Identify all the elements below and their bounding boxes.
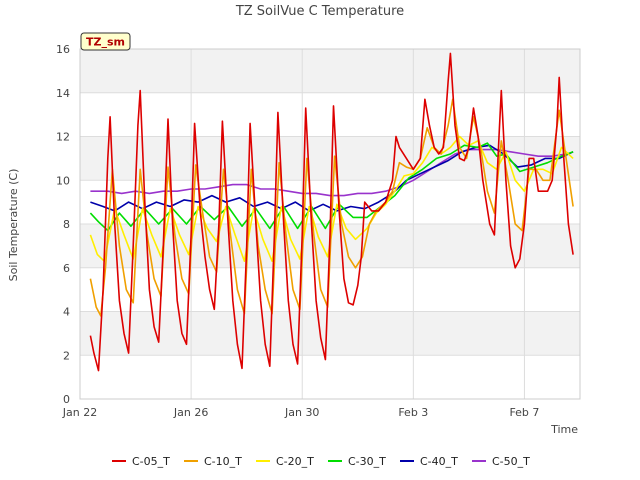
y-tick-label: 2: [63, 349, 70, 362]
plot-band: [80, 267, 580, 312]
x-tick-label: Jan 26: [173, 406, 208, 419]
legend-label: C-10_T: [204, 455, 242, 468]
x-tick-labels: Jan 22 Jan 26 Jan 30 Feb 3 Feb 7: [62, 406, 540, 419]
x-tick-label: Feb 3: [398, 406, 428, 419]
x-tick-label: Jan 30: [284, 406, 319, 419]
series-line-c-20-t: [89, 135, 574, 262]
legend-label: C-20_T: [276, 455, 314, 468]
x-axis-label: Time: [550, 423, 578, 436]
plot-band: [80, 355, 580, 399]
legend-item: C-30_T: [328, 455, 386, 468]
legend-item: C-40_T: [400, 455, 458, 468]
series-lines: [89, 52, 574, 372]
x-tick-label: Feb 7: [509, 406, 539, 419]
legend: C-05_T C-10_T C-20_T C-30_T C-40_T C-50_T: [112, 455, 530, 468]
chart-title: TZ SoilVue C Temperature: [235, 4, 404, 19]
station-badge-box: [80, 32, 131, 51]
y-tick-label: 14: [56, 87, 70, 100]
plot-band: [80, 92, 580, 137]
y-tick-label: 4: [63, 306, 70, 319]
plot-frame: [79, 48, 581, 400]
plot-band: [80, 311, 580, 356]
y-tick-label: 6: [63, 262, 70, 275]
station-badge: TZ_sm: [80, 32, 131, 51]
plot-band: [80, 49, 580, 93]
series-line-c-50-t: [90, 148, 567, 197]
legend-label: C-05_T: [132, 455, 170, 468]
y-tick-label: 10: [56, 174, 70, 187]
legend-label: C-50_T: [492, 455, 530, 468]
series-line-c-05-t: [89, 52, 574, 372]
y-tick-labels: 0 2 4 6 8 10 12 14 16: [56, 43, 70, 406]
legend-item: C-10_T: [184, 455, 242, 468]
y-axis-label: Soil Temperature (C): [7, 169, 20, 282]
y-tick-label: 12: [56, 131, 70, 144]
y-tick-label: 0: [63, 393, 70, 406]
legend-item: C-05_T: [112, 455, 170, 468]
legend-item: C-50_T: [472, 455, 530, 468]
y-tick-label: 8: [63, 218, 70, 231]
x-tick-label: Jan 22: [62, 406, 97, 419]
legend-item: C-20_T: [256, 455, 314, 468]
legend-label: C-40_T: [420, 455, 458, 468]
station-badge-label: TZ_sm: [86, 36, 125, 49]
legend-label: C-30_T: [348, 455, 386, 468]
y-tick-label: 16: [56, 43, 70, 56]
